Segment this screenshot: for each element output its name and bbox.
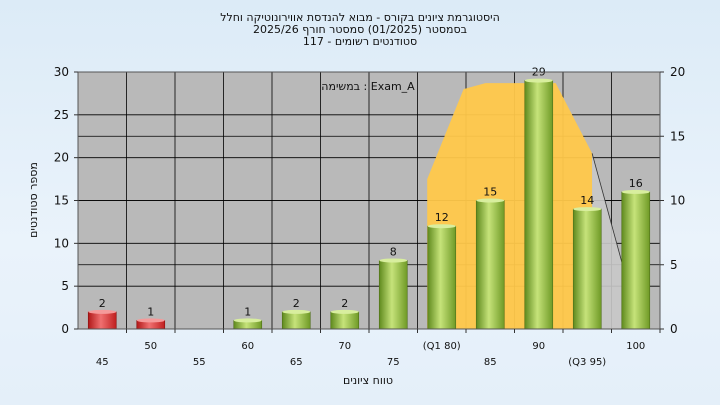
y2-tick-label-0: 0	[670, 322, 678, 336]
bar-cap-9	[524, 78, 553, 83]
y-axis-title: מספר סטודנטים	[27, 162, 40, 238]
x-tick-label-7: (Q1 80)	[423, 341, 461, 352]
y-tick-label-30: 30	[54, 65, 69, 79]
iqr-band-edge	[591, 153, 627, 278]
value-label-10: 14	[580, 194, 594, 207]
x-tick-label-8: 85	[484, 357, 497, 368]
x-axis-title: טווח ציונים	[343, 374, 393, 387]
value-label-5: 2	[341, 297, 348, 310]
y-tick-label-5: 5	[61, 279, 69, 293]
bar-cap-4	[282, 309, 311, 314]
bar-cap-3	[233, 318, 262, 323]
bar-4	[281, 311, 311, 330]
x-tick-label-5: 70	[338, 341, 351, 352]
chart-title-line-1: היסטוגרמת ציונים בקורס - מבוא להנדסת אוו…	[220, 11, 500, 24]
bar-cap-11	[621, 189, 650, 194]
chart-title-line-3: סטודנטים רשומים - 117	[303, 35, 417, 48]
bar-cap-10	[573, 207, 602, 212]
bar-cap-7	[427, 224, 456, 229]
bar-cap-1	[136, 318, 165, 323]
value-label-3: 1	[244, 305, 251, 318]
x-axis: 45 50 55 60 65 70 75 (Q1 80) 85 90 (Q3 95) 100	[96, 329, 661, 368]
x-tick-label-10: (Q3 95)	[568, 357, 606, 368]
value-label-11: 16	[629, 177, 643, 190]
bar-7	[427, 225, 457, 330]
bar-cap-5	[330, 309, 359, 314]
x-tick-label-0: 45	[96, 357, 109, 368]
bar-5	[330, 311, 360, 330]
bar-cap-0	[88, 309, 117, 314]
bar-10	[572, 208, 602, 330]
bar-11	[621, 191, 651, 330]
y-axis-right: 0 5 10 15 20	[660, 65, 685, 336]
x-tick-label-1: 50	[144, 341, 157, 352]
x-tick-label-3: 60	[241, 341, 254, 352]
bar-9	[524, 80, 554, 330]
value-label-0: 2	[99, 297, 106, 310]
y-tick-label-0: 0	[61, 322, 69, 336]
x-tick-label-9: 90	[532, 341, 545, 352]
y-tick-label-10: 10	[54, 236, 69, 250]
exam-annotation: במשימה : Exam_A	[321, 80, 415, 93]
value-label-4: 2	[293, 297, 300, 310]
bar-cap-6	[379, 258, 408, 263]
value-label-7: 12	[435, 211, 449, 224]
bars-layer	[87, 78, 651, 330]
chart-title-line-2: בסמסטר (01/2025) סמסטר חורף 2025/26	[253, 23, 467, 36]
bar-cap-8	[476, 198, 505, 203]
y-tick-label-20: 20	[54, 151, 69, 165]
value-label-1: 1	[147, 305, 154, 318]
y-tick-label-25: 25	[54, 108, 69, 122]
y2-tick-label-10: 10	[670, 194, 685, 208]
x-tick-label-2: 55	[193, 357, 206, 368]
value-label-6: 8	[390, 245, 397, 258]
x-tick-label-11: 100	[626, 341, 645, 352]
value-label-8: 15	[483, 186, 497, 199]
y2-tick-label-20: 20	[670, 65, 685, 79]
y-axis-left: 0 5 10 15 20 25 30	[54, 65, 78, 336]
bar-0	[87, 311, 117, 330]
bar-6	[378, 260, 408, 330]
bar-8	[475, 200, 505, 330]
y-tick-label-15: 15	[54, 194, 69, 208]
y2-tick-label-15: 15	[670, 129, 685, 143]
x-tick-label-4: 65	[290, 357, 303, 368]
x-tick-label-6: 75	[387, 357, 400, 368]
y2-tick-label-5: 5	[670, 258, 678, 272]
